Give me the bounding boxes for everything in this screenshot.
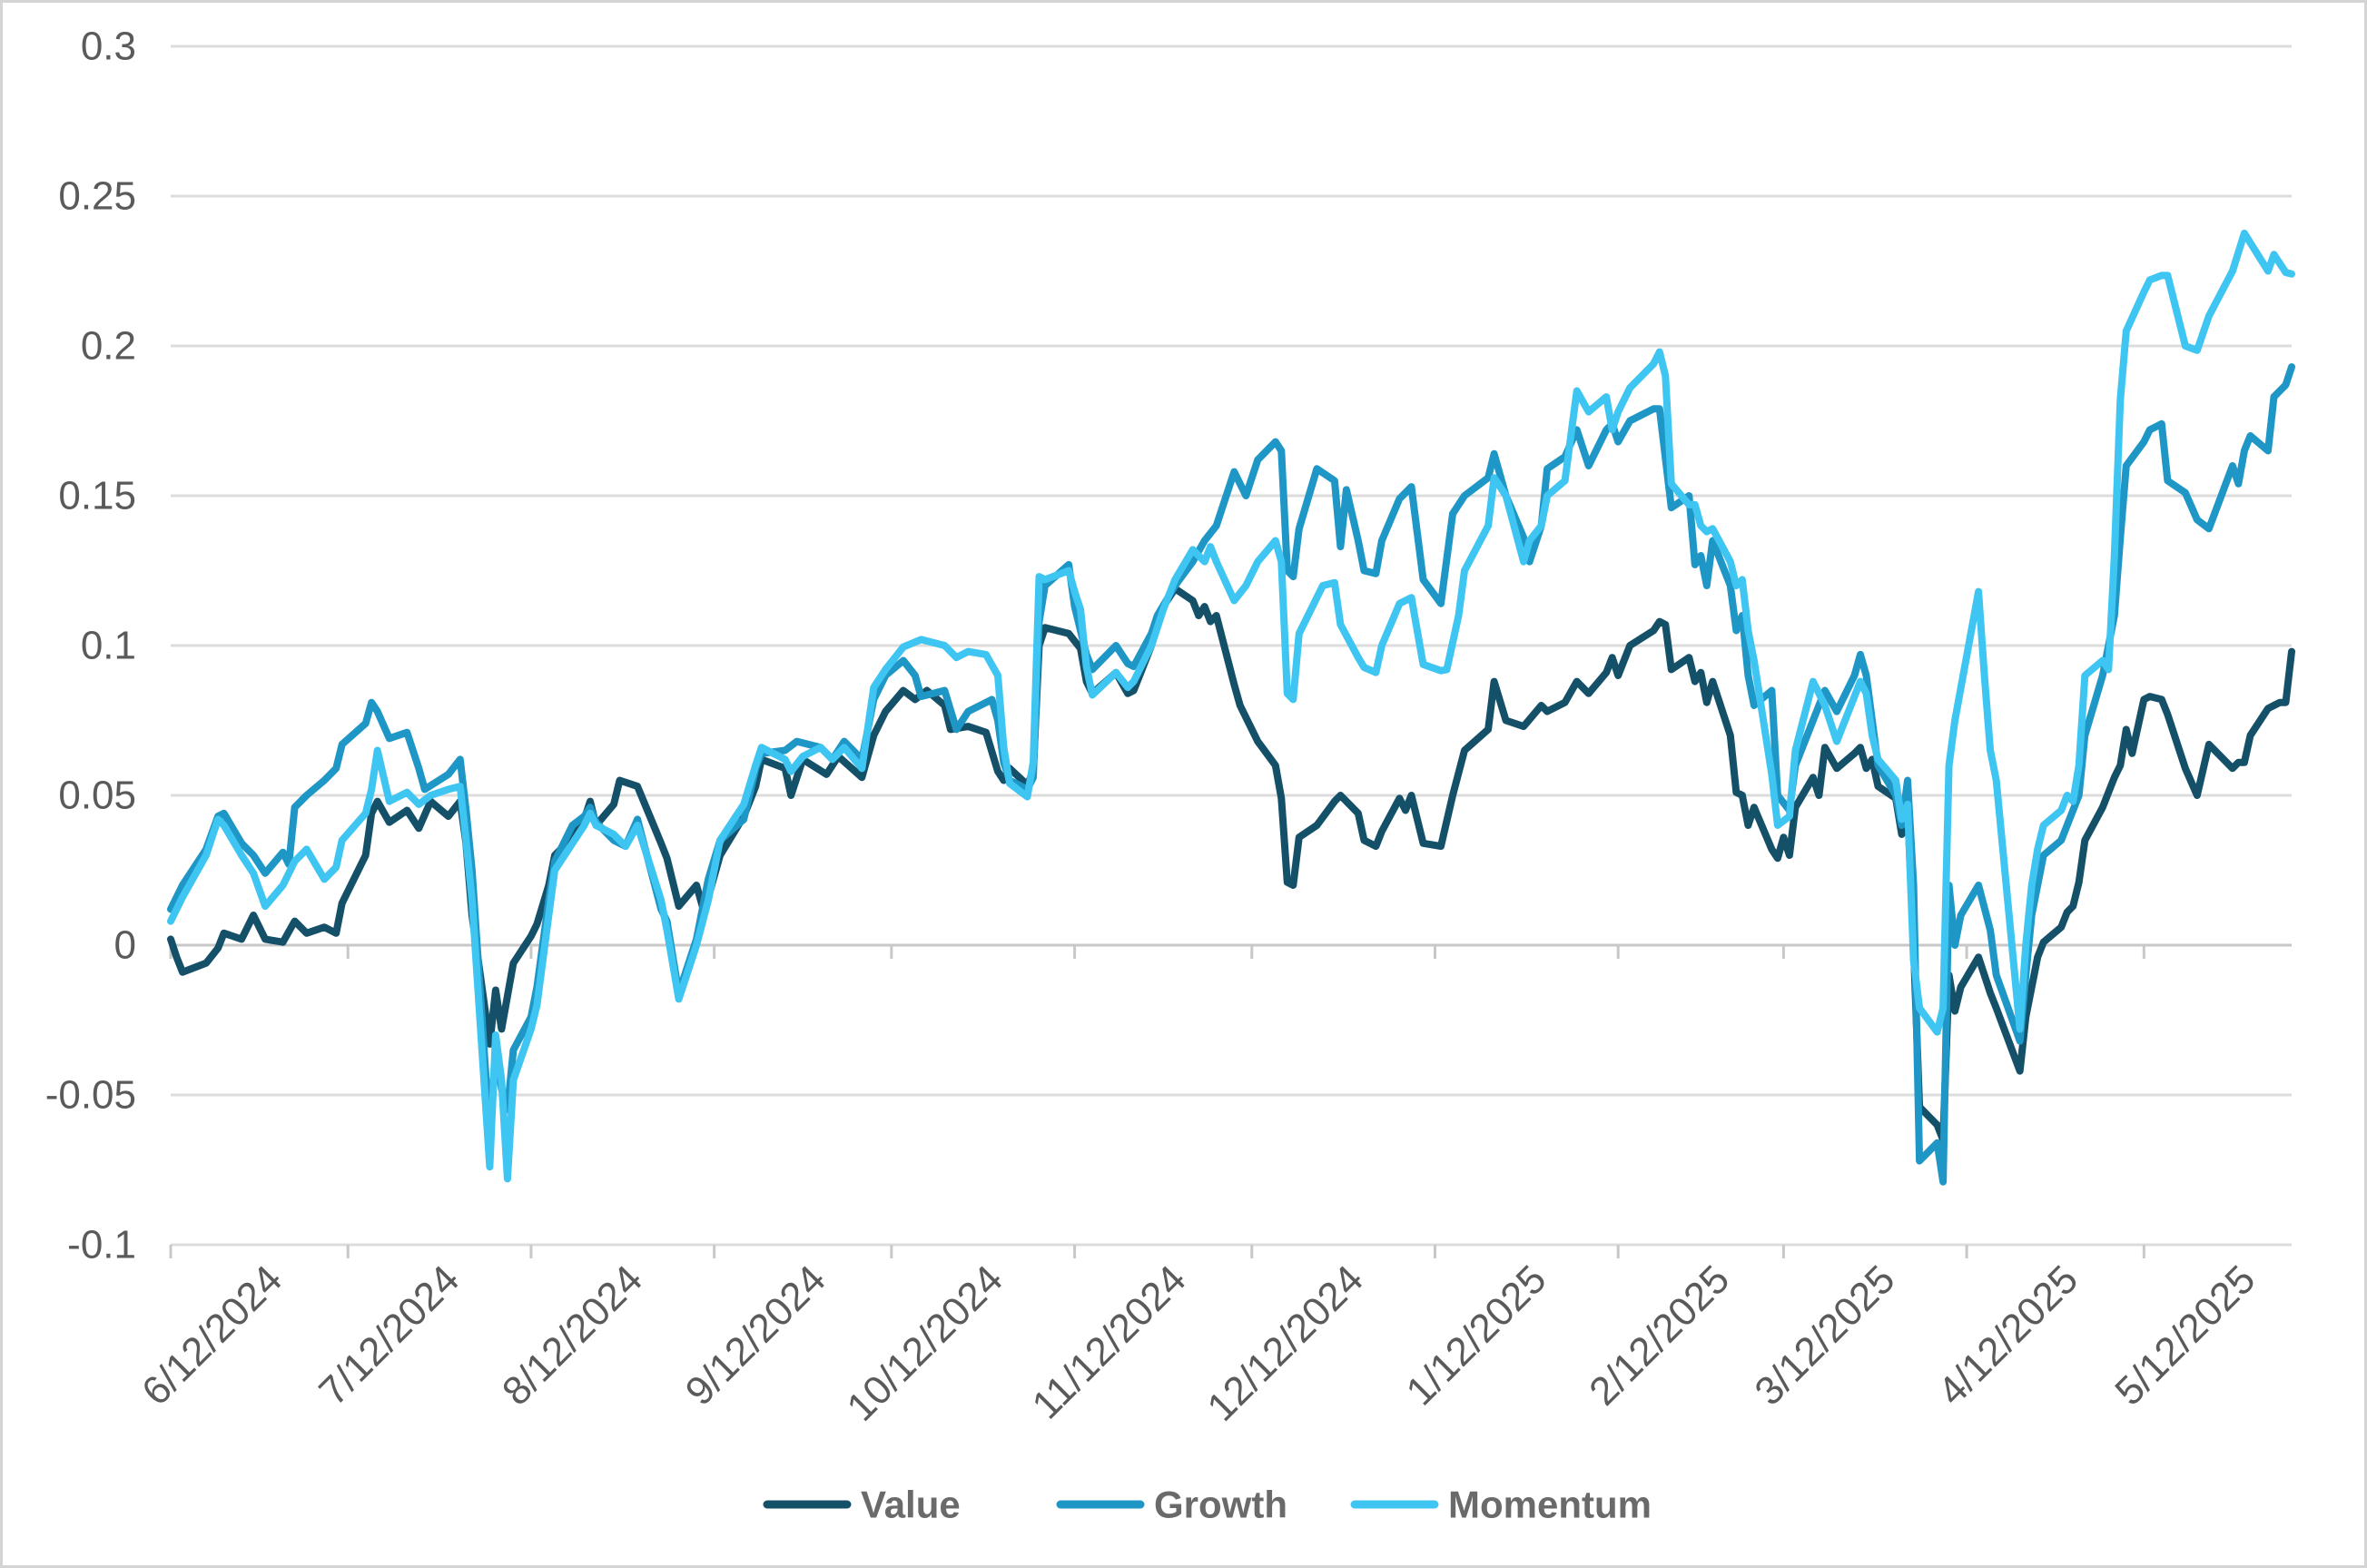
y-axis-label: 0.1 [81,624,136,668]
y-axis-label: 0.25 [58,174,136,219]
legend: Value Growth Momentum [763,1484,1652,1526]
y-axis-label: 0.3 [81,25,136,69]
y-axis-label: 0.05 [58,774,136,818]
series-lines [167,229,2295,1186]
y-axis-label: -0.05 [45,1073,136,1118]
y-axis-label: 0 [114,923,136,968]
y-axis-label: -0.1 [67,1223,136,1267]
legend-label-momentum: Momentum [1448,1484,1652,1526]
y-axis-labels: 0.3 0.25 0.2 0.15 0.1 0.05 0 -0.05 -0.1 [45,25,136,1267]
legend-label-growth: Growth [1154,1484,1287,1526]
legend-label-value: Value [861,1484,961,1526]
y-axis-label: 0.2 [81,324,136,369]
series-line-momentum [167,229,2295,1183]
y-axis-label: 0.15 [58,474,136,518]
gridlines [171,44,2292,1247]
